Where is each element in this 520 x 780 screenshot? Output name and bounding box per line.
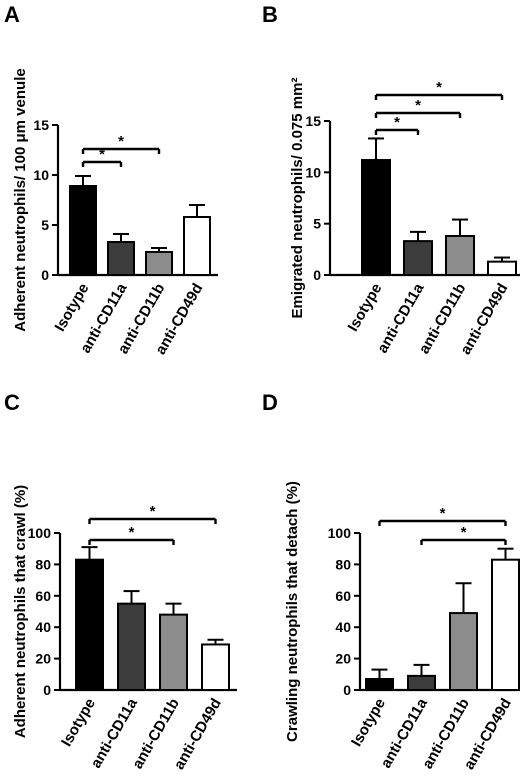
y-tick-label: 20 [335,651,351,667]
y-tick-label: 80 [35,556,51,572]
y-tick-label: 5 [41,217,49,233]
y-tick-label: 15 [33,117,49,133]
y-tick-label: 0 [41,267,49,283]
significance-star: * [436,79,442,96]
panel-letter: C [4,390,20,415]
y-tick-label: 0 [43,682,51,698]
y-tick-label: 10 [33,167,49,183]
y-tick-label: 40 [335,619,351,635]
y-tick-label: 0 [313,267,321,283]
bar [445,234,475,276]
y-tick-label: 15 [305,113,321,129]
bar [183,216,211,276]
significance-star: * [461,524,467,541]
x-category-label: Isotype [58,696,99,750]
y-tick-label: 60 [335,588,351,604]
panel-a: A Adherent neutrophils/ 100 μm venule 0 5 10… [4,2,218,358]
bar [403,240,433,276]
y-tick-label: 80 [335,556,351,572]
y-axis-label: Adherent neutrophils/ 100 μm venule [12,68,29,331]
bar [117,602,146,692]
y-tick-label: 10 [305,164,321,180]
significance-star: * [99,146,105,163]
bar [407,674,436,691]
panel-letter: D [262,390,278,415]
bar [145,251,173,276]
y-axis-label: Adherent neutrophils that crawl (%) [12,485,29,738]
bar [361,159,391,276]
panel-c: C Adherent neutrophils that crawl (%) 0 20 4… [4,390,237,773]
significance-star: * [129,524,135,541]
panel-d: D Crawling neutrophils that detach (%) 0 20… [262,390,520,773]
bar [75,558,104,691]
y-tick-label: 0 [343,682,351,698]
bar [69,185,97,276]
bar [201,643,230,691]
y-tick-label: 60 [35,588,51,604]
significance-star: * [150,503,156,520]
y-axis-label: Emigrated neutrophils/ 0.075 mm² [289,78,306,319]
x-category-label: Isotype [344,281,385,335]
bar [491,558,520,691]
y-tick-label: 40 [35,619,51,635]
y-axis-label: Crawling neutrophils that detach (%) [284,481,301,742]
significance-star: * [440,505,446,522]
panel-letter: A [4,2,20,27]
y-tick-label: 100 [328,525,352,541]
y-tick-label: 100 [28,525,52,541]
bar [365,678,394,692]
panel-b: B Emigrated neutrophils/ 0.075 mm² 0 5 10 15 I… [262,2,520,358]
significance-star: * [394,114,400,131]
bar [107,241,135,276]
bar [449,612,478,692]
bar [159,613,188,692]
x-category-label: Isotype [51,281,92,335]
panel-letter: B [262,2,278,27]
y-tick-label: 20 [35,651,51,667]
x-category-label: Isotype [348,696,389,750]
significance-star: * [415,97,421,114]
significance-star: * [118,133,124,150]
y-tick-label: 5 [313,216,321,232]
bar [487,260,517,276]
